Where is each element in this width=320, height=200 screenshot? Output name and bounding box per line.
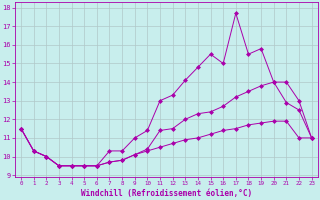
X-axis label: Windchill (Refroidissement éolien,°C): Windchill (Refroidissement éolien,°C) bbox=[81, 189, 252, 198]
